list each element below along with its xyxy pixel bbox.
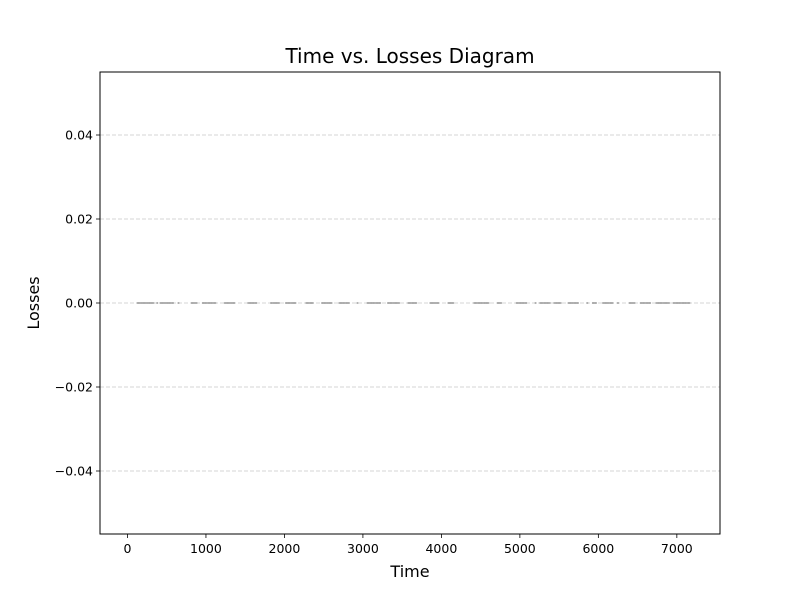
x-tick-label: 3000 bbox=[347, 541, 379, 556]
x-tick-label: 2000 bbox=[269, 541, 301, 556]
y-tick-label: −0.02 bbox=[55, 380, 93, 395]
x-tick-label: 5000 bbox=[504, 541, 536, 556]
x-axis-title: Time bbox=[389, 562, 429, 581]
x-tick-label: 7000 bbox=[661, 541, 693, 556]
chart-title: Time vs. Losses Diagram bbox=[284, 44, 534, 68]
y-tick-label: 0.04 bbox=[65, 128, 93, 143]
x-tick-label: 6000 bbox=[582, 541, 614, 556]
x-axis-ticks: 0 1000 2000 3000 4000 5000 6000 7000 bbox=[123, 534, 693, 556]
x-tick-label: 0 bbox=[123, 541, 131, 556]
y-tick-label: −0.04 bbox=[55, 464, 93, 479]
y-axis-ticks: −0.04 −0.02 0.00 0.02 0.04 bbox=[55, 128, 100, 479]
y-tick-label: 0.00 bbox=[65, 296, 93, 311]
y-axis-title: Losses bbox=[24, 276, 43, 329]
y-tick-label: 0.02 bbox=[65, 212, 93, 227]
x-tick-label: 1000 bbox=[190, 541, 222, 556]
x-tick-label: 4000 bbox=[425, 541, 457, 556]
